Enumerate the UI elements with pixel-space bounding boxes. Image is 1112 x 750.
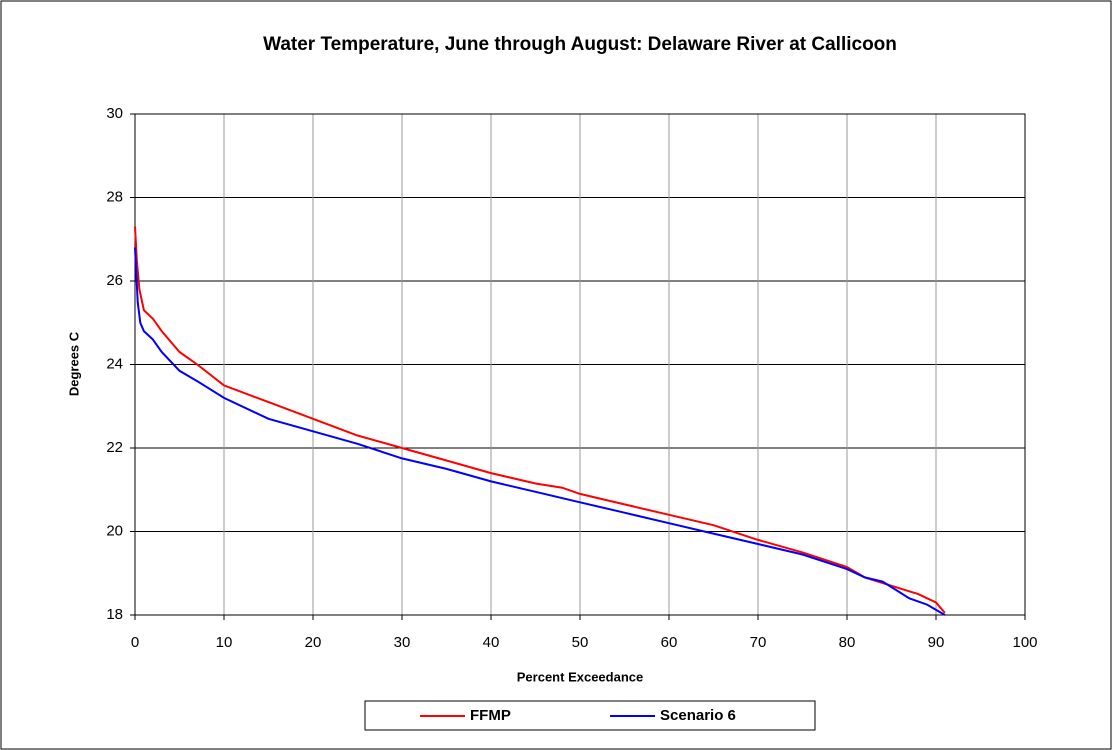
plot-border [134,113,1026,616]
y-tick-label: 26 [106,272,123,289]
chart-title: Water Temperature, June through August: … [263,34,897,55]
y-tick-label: 30 [106,105,123,122]
legend-label: Scenario 6 [660,707,736,724]
x-tick-label: 80 [839,634,856,651]
x-tick-label: 70 [750,634,767,651]
y-tick-label: 28 [106,188,123,205]
x-tick-label: 90 [928,634,945,651]
x-tick-label: 20 [305,634,322,651]
x-axis-label: Percent Exceedance [517,669,643,684]
x-tick-label: 40 [483,634,500,651]
y-tick-label: 18 [106,606,123,623]
data-line [134,226,946,614]
x-tick-label: 50 [572,634,589,651]
y-tick-label: 24 [106,355,123,372]
x-tick-label: 0 [131,634,139,651]
legend-label: FFMP [470,707,511,724]
y-tick-label: 22 [106,439,123,456]
x-tick-label: 60 [661,634,678,651]
y-axis-label: Degrees C [66,331,81,396]
y-tick-label: 20 [106,522,123,539]
x-tick-label: 10 [216,634,233,651]
data-line [134,247,946,616]
x-tick-label: 100 [1012,634,1037,651]
x-tick-label: 30 [394,634,411,651]
